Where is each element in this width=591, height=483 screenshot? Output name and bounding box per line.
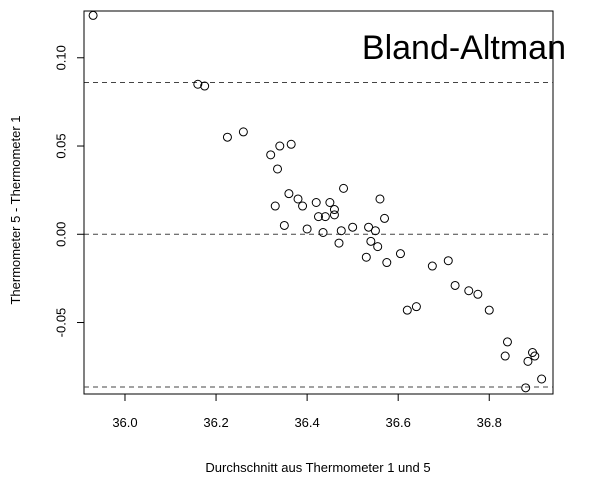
data-point <box>270 201 280 211</box>
data-point <box>325 198 335 207</box>
data-point <box>222 132 232 142</box>
plot-frame <box>83 10 554 395</box>
data-points <box>88 10 547 393</box>
data-point <box>450 280 460 290</box>
data-point <box>521 383 531 393</box>
data-point <box>402 305 412 315</box>
data-point <box>370 226 380 236</box>
data-point <box>484 305 494 315</box>
data-point <box>311 198 321 207</box>
data-point <box>530 351 540 361</box>
reference-lines <box>84 81 553 388</box>
data-point <box>502 337 512 347</box>
x-tick-label: 36.8 <box>477 415 502 430</box>
data-point <box>320 212 330 222</box>
data-point <box>334 238 344 248</box>
data-point <box>302 224 312 234</box>
data-point <box>200 81 210 91</box>
data-point <box>336 226 346 236</box>
data-point <box>339 183 349 193</box>
y-axis: -0.05 0.00 0.05 0.10 <box>53 45 85 338</box>
y-tick-label: 0.00 <box>53 222 68 247</box>
y-tick-label: 0.10 <box>53 45 68 70</box>
y-tick-label: 0.05 <box>53 133 68 158</box>
data-point <box>375 194 385 204</box>
data-point <box>298 201 308 211</box>
x-tick-label: 36.6 <box>386 415 411 430</box>
data-point <box>348 222 358 232</box>
data-point <box>266 150 276 160</box>
data-point <box>382 258 392 268</box>
x-tick-label: 36.2 <box>203 415 228 430</box>
data-point <box>329 210 339 220</box>
data-point <box>373 242 383 252</box>
data-point <box>395 249 405 259</box>
data-point <box>286 139 296 149</box>
data-point <box>318 228 328 238</box>
data-point <box>275 141 285 151</box>
x-axis: 36.0 36.2 36.4 36.6 36.8 <box>112 393 502 430</box>
data-point <box>366 236 376 246</box>
data-point <box>500 351 510 361</box>
data-point <box>361 252 371 262</box>
x-tick-label: 36.4 <box>294 415 319 430</box>
data-point <box>329 205 339 215</box>
data-point <box>284 189 294 199</box>
data-point <box>314 212 323 222</box>
data-point <box>193 79 203 89</box>
x-axis-title: Durchschnitt aus Thermometer 1 und 5 <box>205 460 430 475</box>
data-point <box>464 286 474 296</box>
data-point <box>523 356 533 366</box>
data-point <box>88 10 98 20</box>
y-tick-label: -0.05 <box>53 308 68 338</box>
y-axis-title: Thermometer 5 - Thermometer 1 <box>8 115 23 304</box>
data-point <box>364 222 374 232</box>
data-point <box>473 289 483 299</box>
chart-title: Bland-Altman <box>362 29 566 67</box>
data-point <box>427 261 437 271</box>
data-point <box>411 302 421 312</box>
data-point <box>443 256 453 266</box>
data-point <box>293 194 303 204</box>
data-point <box>273 164 283 174</box>
data-point <box>238 127 248 137</box>
data-point <box>380 213 390 223</box>
x-tick-label: 36.0 <box>112 415 137 430</box>
data-point <box>279 220 289 230</box>
data-point <box>537 374 547 384</box>
